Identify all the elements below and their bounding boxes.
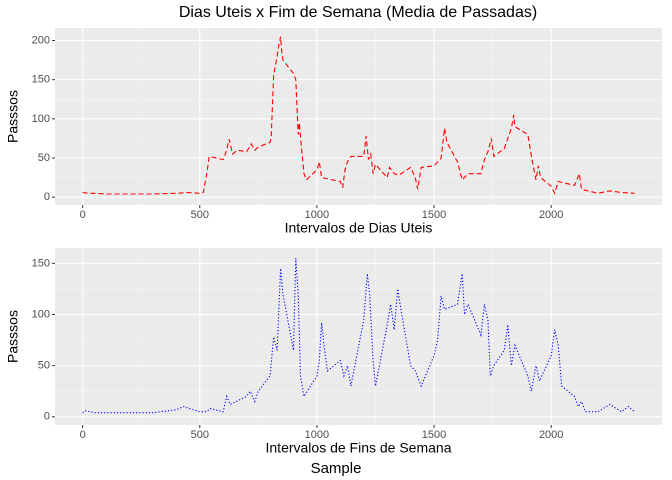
x-tick-label: 1500 <box>422 209 446 221</box>
x-tick-label: 1500 <box>422 429 446 441</box>
y-tick-label: 0 <box>44 411 50 423</box>
chart-title: Dias Uteis x Fim de Semana (Media de Pas… <box>179 4 537 21</box>
x-tick-label: 2000 <box>539 429 563 441</box>
panel-background <box>55 248 662 425</box>
y-axis-label: Passsos <box>5 310 21 363</box>
x-tick-label: 2000 <box>539 209 563 221</box>
x-tick-label: 0 <box>80 429 86 441</box>
x-tick-label: 1000 <box>305 209 329 221</box>
y-tick-label: 50 <box>38 152 50 164</box>
x-tick-label: 0 <box>80 209 86 221</box>
y-tick-label: 150 <box>32 74 50 86</box>
x-axis-label: Intervalos de Dias Uteis <box>285 220 433 236</box>
y-tick-label: 100 <box>32 113 50 125</box>
y-tick-label: 200 <box>32 34 50 46</box>
data-line <box>82 258 635 414</box>
y-tick-label: 100 <box>32 308 50 320</box>
x-tick-label: 500 <box>191 429 209 441</box>
y-tick-label: 150 <box>32 257 50 269</box>
y-tick-label: 0 <box>44 191 50 203</box>
x-tick-label: 500 <box>191 209 209 221</box>
x-tick-label: 1000 <box>305 429 329 441</box>
x-axis-label: Intervalos de Fins de Semana <box>266 440 452 456</box>
caption: Sample <box>311 460 362 477</box>
y-axis-label: Passsos <box>5 90 21 143</box>
y-tick-label: 50 <box>38 360 50 372</box>
data-line <box>82 36 635 195</box>
panel-background <box>55 28 662 205</box>
